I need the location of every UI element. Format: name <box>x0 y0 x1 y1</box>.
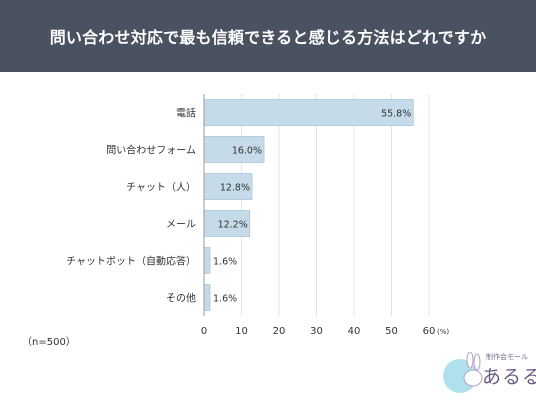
x-tick-label: 40 <box>348 326 361 337</box>
value-label: 12.2% <box>218 220 248 231</box>
chart-title: 問い合わせ対応で最も信頼できると感じる方法はどれですか <box>49 28 487 47</box>
bar <box>203 284 211 311</box>
bar <box>203 210 251 237</box>
x-axis-unit: (%) <box>437 328 449 336</box>
logo-wordmark: あるる <box>482 366 536 388</box>
x-tick-label: 50 <box>385 326 398 337</box>
x-tick-label: 20 <box>273 326 286 337</box>
category-label: チャットボット（自動応答） <box>66 255 196 268</box>
value-label: 1.6% <box>213 257 237 268</box>
category-label: 電話 <box>176 107 196 120</box>
x-tick-label: 60 <box>423 326 436 337</box>
category-label: メール <box>166 220 196 231</box>
bar <box>203 247 211 274</box>
value-label: 1.6% <box>213 294 237 305</box>
brand-logo: 制作会モール あるる <box>440 350 536 396</box>
sample-size-note: （n=500） <box>22 337 76 348</box>
value-label: 12.8% <box>220 183 250 194</box>
bar <box>203 99 414 126</box>
value-label: 55.8% <box>381 109 411 120</box>
x-tick-label: 10 <box>235 326 248 337</box>
bar <box>203 173 253 200</box>
category-label: 問い合わせフォーム <box>106 144 196 157</box>
x-tick-label: 0 <box>201 326 207 337</box>
title-banner: 問い合わせ対応で最も信頼できると感じる方法はどれですか <box>0 0 536 72</box>
x-tick-label: 30 <box>310 326 323 337</box>
logo-subtitle: 制作会モール <box>486 353 528 361</box>
category-label: その他 <box>166 292 196 305</box>
category-label: チャット（人） <box>126 182 196 194</box>
rabbit-logo-icon <box>443 352 483 393</box>
value-label: 16.0% <box>232 146 262 157</box>
bar <box>203 136 265 163</box>
